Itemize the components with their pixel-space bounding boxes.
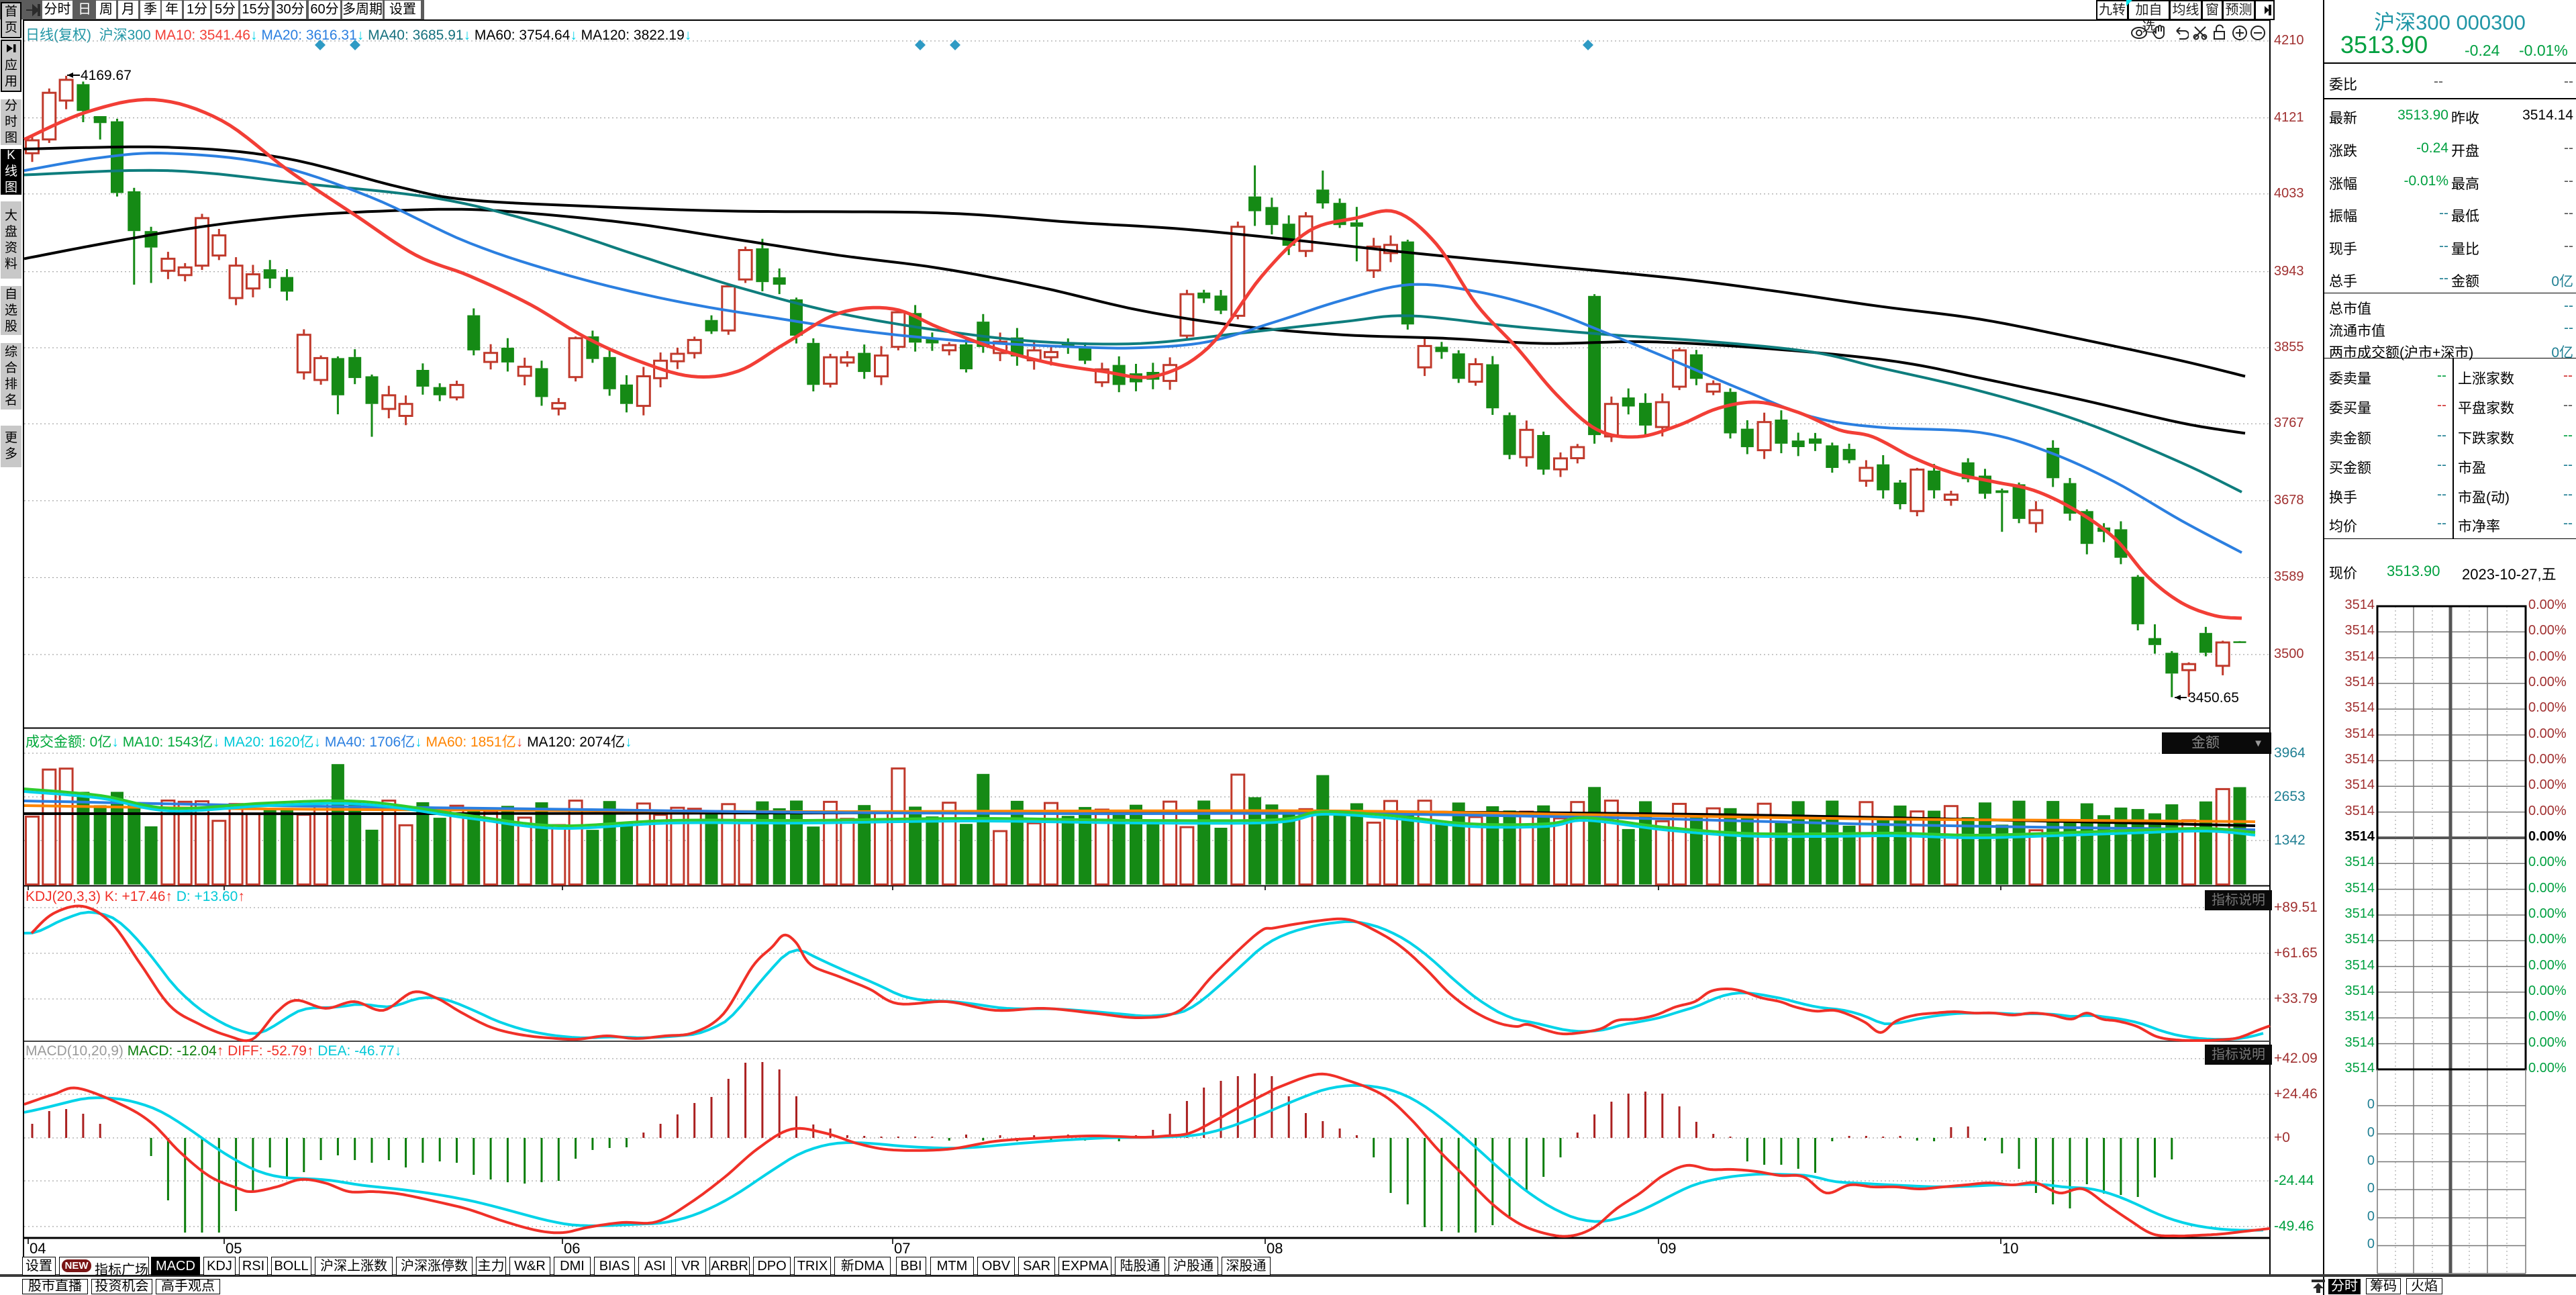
svg-text:4169.67: 4169.67 [81,68,132,83]
svg-text:3450.65: 3450.65 [2188,690,2239,706]
